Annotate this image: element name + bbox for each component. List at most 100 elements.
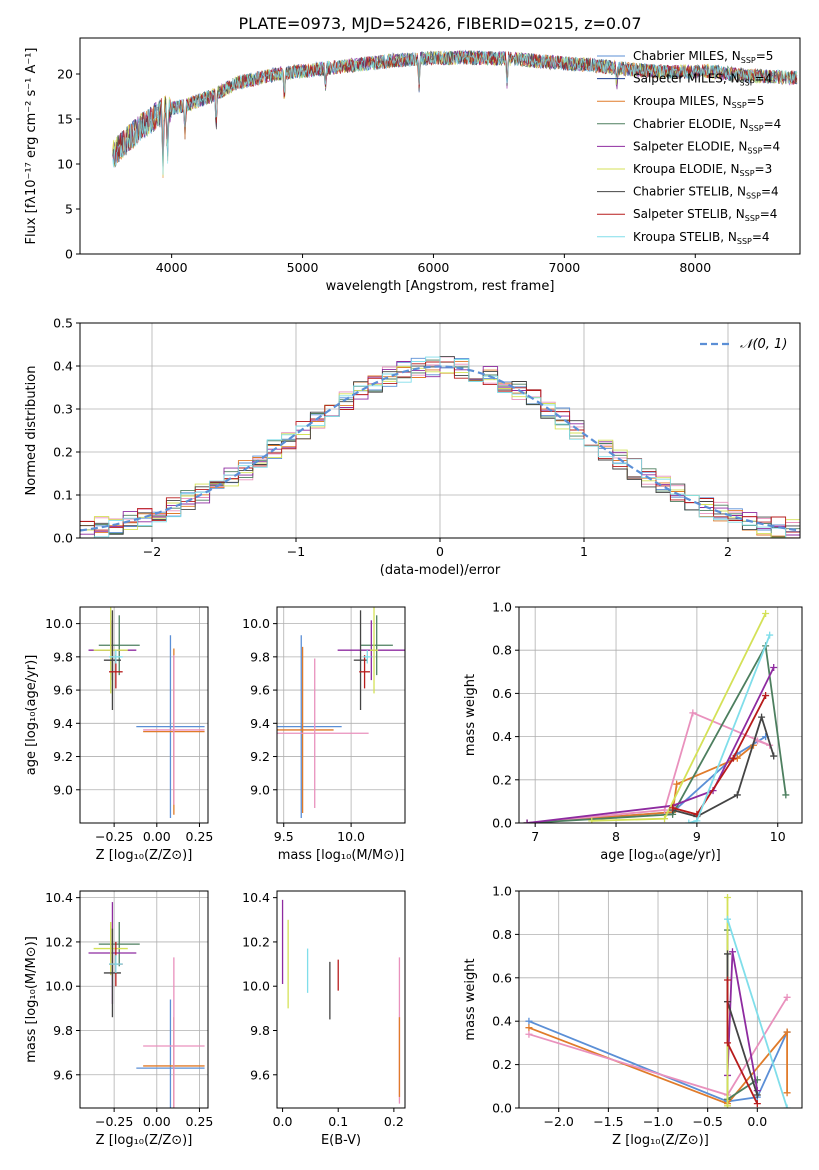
y-tick-label: 0.0 [492,1101,512,1116]
x-tick-label: −1.5 [593,1114,623,1129]
y-tick-label: 9.0 [250,782,270,797]
x-tick-label: −0.25 [95,1114,133,1129]
legend-entry: Chabrier MILES, NSSP=5 [633,49,773,65]
weight-point-marker [762,692,770,700]
legend-entry: Salpeter STELIB, NSSP=4 [633,207,777,223]
y-tick-label: 0 [65,247,73,262]
y-tick-label: 15 [57,112,73,127]
x-tick-label: −0.5 [692,1114,722,1129]
x-axis-label: E(B-V) [321,1133,361,1148]
mass-vs-Z-marks [88,902,205,1108]
y-tick-label: 0.6 [492,970,512,985]
y-tick-label: 9.8 [53,1023,73,1038]
spectrum-marks [112,49,798,179]
y-tick-label: 9.0 [53,782,73,797]
x-axis-label: wavelength [Angstrom, rest frame] [326,279,555,294]
y-tick-label: 9.8 [250,649,270,664]
age-vs-mass-marks [277,607,405,819]
massweight-vs-age-frame [518,606,803,824]
mass-vs-EBV-frame [276,890,406,1109]
x-tick-label: 6000 [418,260,450,275]
legend-entry: 𝒩(0, 1) [740,337,787,352]
y-tick-label: 9.2 [250,749,270,764]
x-tick-label: 5000 [287,260,319,275]
weight-point-marker [783,1104,791,1108]
weight-point-marker [762,609,770,617]
weight-point-marker [770,663,778,671]
x-tick-label: −2.0 [544,1114,574,1129]
y-tick-label: 9.4 [53,716,73,731]
y-tick-label: 10.0 [45,616,73,631]
weight-series-line [527,643,787,823]
x-axis-label: Z [log₁₀(Z/Z⊙)] [96,1133,193,1148]
x-tick-label: 0.2 [384,1114,404,1129]
legend-entry: Salpeter ELODIE, NSSP=4 [633,139,780,155]
figure-title: PLATE=0973, MJD=52426, FIBERID=0215, z=0… [238,14,641,33]
weight-point-marker [758,713,766,721]
legend-entry: Chabrier STELIB, NSSP=4 [633,185,779,201]
weight-point-marker [661,815,669,823]
weight-point-marker [754,737,762,745]
weight-point-marker [766,631,774,639]
x-tick-label: 9.5 [274,829,294,844]
weight-series-line [527,744,755,823]
gaussian-reference-line [80,365,800,532]
weight-point-marker [733,791,741,799]
y-tick-label: 0.2 [53,445,73,460]
weight-point-marker [724,894,732,902]
weight-point-marker [770,752,778,760]
y-tick-label: 0.6 [492,686,512,701]
weight-point-marker [661,806,669,814]
x-axis-label: mass [log₁₀(M/M⊙)] [278,848,405,863]
legend-entry: Chabrier ELODIE, NSSP=4 [633,117,781,133]
y-tick-label: 9.2 [53,749,73,764]
x-tick-label: 7000 [548,260,580,275]
weight-point-marker [669,804,677,812]
y-tick-label: 10.4 [242,890,270,905]
x-tick-label: 8000 [679,260,711,275]
spectrum-panel: Chabrier MILES, NSSP=5 Salpeter MILES, NS… [24,37,801,294]
x-tick-label: −1 [287,544,305,559]
legend-entry: Kroupa MILES, NSSP=5 [633,94,764,110]
age-vs-mass-panel: 9.5 10.0 9.0 9.2 9.4 9.6 9.8 10.0 mass [log₁₀(M/… [242,606,406,863]
age-vs-Z-frame [79,606,209,824]
spectrum-series-line [112,50,798,175]
y-tick-label: 10.0 [242,979,270,994]
weight-series-line [528,1020,788,1103]
x-tick-label: 0.25 [186,1114,214,1129]
y-tick-label: 0.2 [492,772,512,787]
y-tick-label: 0.4 [492,729,512,744]
weight-point-marker [724,950,732,958]
mass-vs-EBV-marks [281,899,401,1104]
y-tick-label: 9.8 [53,649,73,664]
residual-histogram-marks [80,356,800,538]
y-tick-label: 10.2 [242,934,270,949]
weight-point-marker [525,1024,533,1032]
x-axis-label: Z [log₁₀(Z/Z⊙)] [96,848,193,863]
y-tick-label: 0.4 [492,1014,512,1029]
y-tick-label: 0.8 [492,927,512,942]
y-tick-label: 1.0 [492,884,512,899]
age-vs-Z-panel: −0.25 0.00 0.25 9.0 9.2 9.4 9.6 9.8 10.0 Z [log₁₀… [24,606,214,863]
y-tick-label: 9.6 [53,1067,73,1082]
massweight-vs-Z-marks [525,894,791,1108]
y-tick-label: 0.3 [53,402,73,417]
weight-series-line [526,667,775,823]
x-tick-label: 0.25 [186,829,214,844]
y-tick-label: 10.0 [45,979,73,994]
legend-entry: Salpeter MILES, NSSP=4 [633,72,772,88]
age-vs-mass-frame [276,606,406,824]
weight-point-marker [782,791,790,799]
panels: Chabrier MILES, NSSP=5 Salpeter MILES, NS… [24,37,803,1148]
weight-point-marker [783,1028,791,1036]
x-tick-label: 2 [724,544,732,559]
x-tick-label: −2 [143,544,161,559]
massweight-vs-age-panel: 7 8 9 10 0.0 0.2 0.4 0.6 0.8 1.0 age [log₁₀(age/yr… [463,600,803,863]
weight-point-marker [724,976,732,984]
mass-vs-Z-frame [79,890,209,1109]
x-tick-label: 4000 [156,260,188,275]
y-tick-label: 0.8 [492,643,512,658]
y-tick-label: 10.0 [242,616,270,631]
y-tick-label: 0.0 [53,531,73,546]
y-axis-label: mass [log₁₀(M/M⊙)] [24,936,39,1063]
